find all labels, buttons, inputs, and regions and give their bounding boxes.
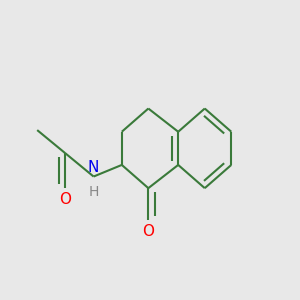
Text: H: H (88, 185, 99, 199)
Text: O: O (59, 192, 71, 207)
Text: N: N (88, 160, 99, 175)
Text: O: O (142, 224, 154, 239)
